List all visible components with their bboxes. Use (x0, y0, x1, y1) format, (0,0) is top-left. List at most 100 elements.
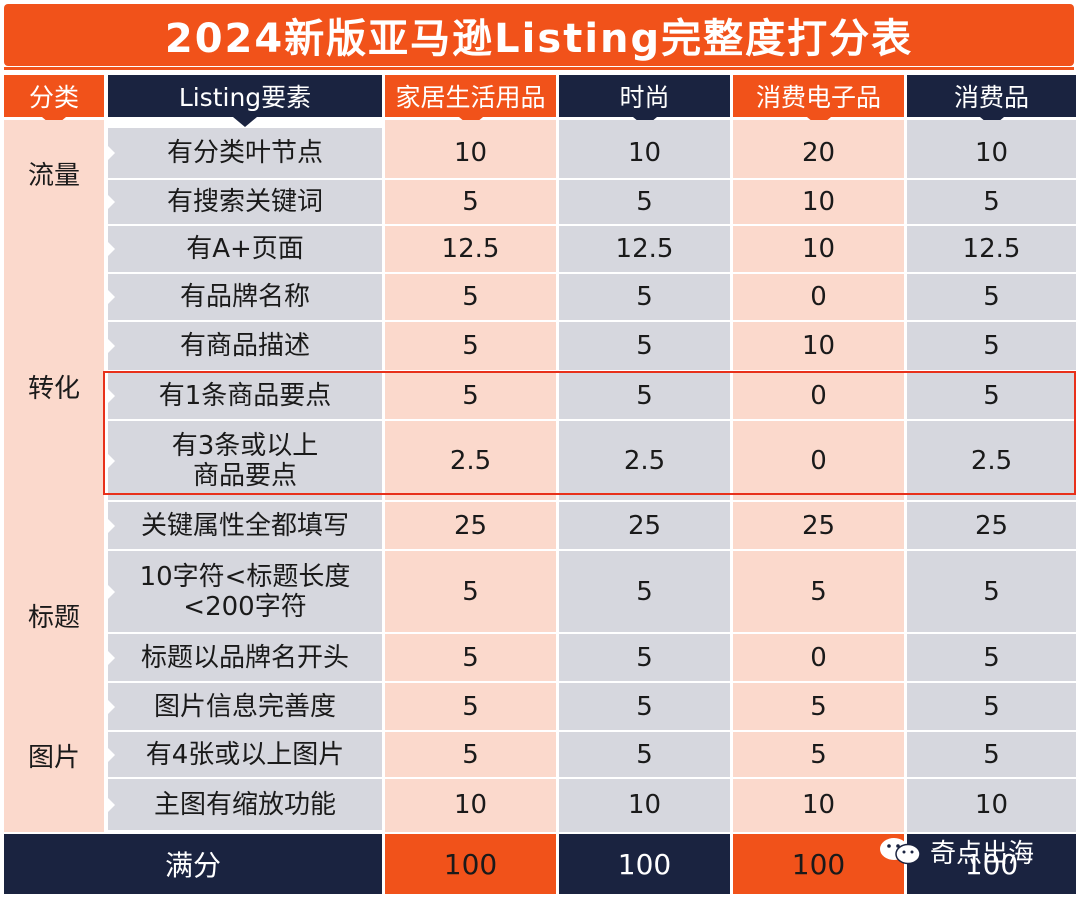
row-divider (385, 272, 556, 274)
item-cell: 有品牌名称 (108, 274, 382, 320)
row-divider (559, 777, 730, 779)
value-cell: 10 (801, 331, 836, 361)
value-cell: 0 (810, 642, 827, 673)
value-cell: 10 (801, 789, 836, 820)
item-cell: 有4张或以上图片 (108, 732, 382, 777)
column-band (907, 120, 1076, 832)
value-cell: 5 (983, 331, 1000, 361)
value-cell: 10 (453, 789, 488, 820)
row-divider (907, 320, 1076, 322)
value-cell: 5 (810, 691, 827, 722)
item-cell: 有商品描述 (108, 322, 382, 370)
value-cell: 10 (453, 138, 488, 168)
row-divider (559, 272, 730, 274)
row-divider (385, 419, 556, 421)
header-col-1: 时尚 (559, 75, 730, 127)
row-divider (385, 777, 556, 779)
footer-value: 100 (907, 834, 1076, 894)
value-cell: 5 (983, 380, 1000, 411)
value-cell: 12.5 (441, 234, 500, 264)
row-divider (385, 320, 556, 322)
value-cell: 5 (462, 642, 479, 673)
item-cell: 有搜索关键词 (108, 180, 382, 224)
row-divider (907, 224, 1076, 226)
row-divider (385, 549, 556, 551)
row-divider (907, 419, 1076, 421)
row-divider (559, 681, 730, 683)
row-divider (385, 730, 556, 732)
watermark: 奇点出海 (878, 834, 1034, 869)
column-band (733, 120, 904, 832)
row-divider (733, 681, 904, 683)
value-cell: 10 (974, 138, 1009, 168)
row-divider (733, 320, 904, 322)
footer-value: 100 (733, 834, 904, 894)
value-cell: 5 (810, 739, 827, 770)
value-cell: 25 (453, 510, 488, 541)
value-cell: 12.5 (615, 234, 674, 264)
value-cell: 10 (627, 138, 662, 168)
value-cell: 25 (627, 510, 662, 541)
value-cell: 5 (983, 282, 1000, 312)
item-cell: 10字符<标题长度 <200字符 (108, 551, 382, 632)
row-divider (907, 549, 1076, 551)
value-cell: 5 (810, 576, 827, 607)
header-element: Listing要素 (108, 75, 382, 127)
row-divider (559, 730, 730, 732)
footer-value: 100 (559, 834, 730, 894)
row-divider (559, 632, 730, 634)
value-cell: 10 (801, 234, 836, 264)
row-divider (733, 730, 904, 732)
category-cell: 图片 (4, 679, 104, 832)
value-cell: 2.5 (970, 445, 1013, 476)
value-cell: 5 (636, 691, 653, 722)
value-cell: 5 (983, 642, 1000, 673)
item-cell: 有3条或以上 商品要点 (108, 421, 382, 500)
value-cell: 10 (974, 789, 1009, 820)
value-cell: 5 (636, 331, 653, 361)
row-divider (733, 500, 904, 502)
row-divider (907, 681, 1076, 683)
category-cell: 转化 (4, 222, 104, 551)
value-cell: 5 (983, 739, 1000, 770)
column-band (559, 120, 730, 832)
value-cell: 12.5 (962, 234, 1021, 264)
row-divider (559, 320, 730, 322)
row-divider (559, 419, 730, 421)
category-cell: 流量 (4, 120, 104, 226)
value-cell: 5 (636, 642, 653, 673)
header-category: 分类 (4, 75, 104, 127)
value-cell: 25 (801, 510, 836, 541)
value-cell: 5 (636, 739, 653, 770)
value-cell: 5 (462, 576, 479, 607)
header-col-3: 消费品 (907, 75, 1076, 127)
title-underline (4, 67, 1074, 70)
value-cell: 10 (627, 789, 662, 820)
value-cell: 5 (462, 739, 479, 770)
footer-value: 100 (385, 834, 556, 894)
value-cell: 5 (983, 187, 1000, 217)
category-cell: 标题 (4, 547, 104, 683)
row-divider (907, 777, 1076, 779)
row-divider (385, 681, 556, 683)
row-divider (385, 632, 556, 634)
item-cell: 有分类叶节点 (108, 128, 382, 178)
value-cell: 5 (462, 331, 479, 361)
value-cell: 5 (636, 187, 653, 217)
value-cell: 0 (810, 445, 827, 476)
item-cell: 关键属性全都填写 (108, 502, 382, 549)
column-band (385, 120, 556, 832)
value-cell: 5 (983, 576, 1000, 607)
value-cell: 5 (462, 282, 479, 312)
item-cell: 有A+页面 (108, 226, 382, 272)
value-cell: 5 (462, 691, 479, 722)
row-divider (907, 272, 1076, 274)
value-cell: 5 (636, 282, 653, 312)
item-cell: 有1条商品要点 (108, 372, 382, 419)
row-divider (733, 549, 904, 551)
row-divider (733, 419, 904, 421)
value-cell: 2.5 (449, 445, 492, 476)
value-cell: 2.5 (623, 445, 666, 476)
row-divider (733, 777, 904, 779)
value-cell: 5 (462, 380, 479, 411)
